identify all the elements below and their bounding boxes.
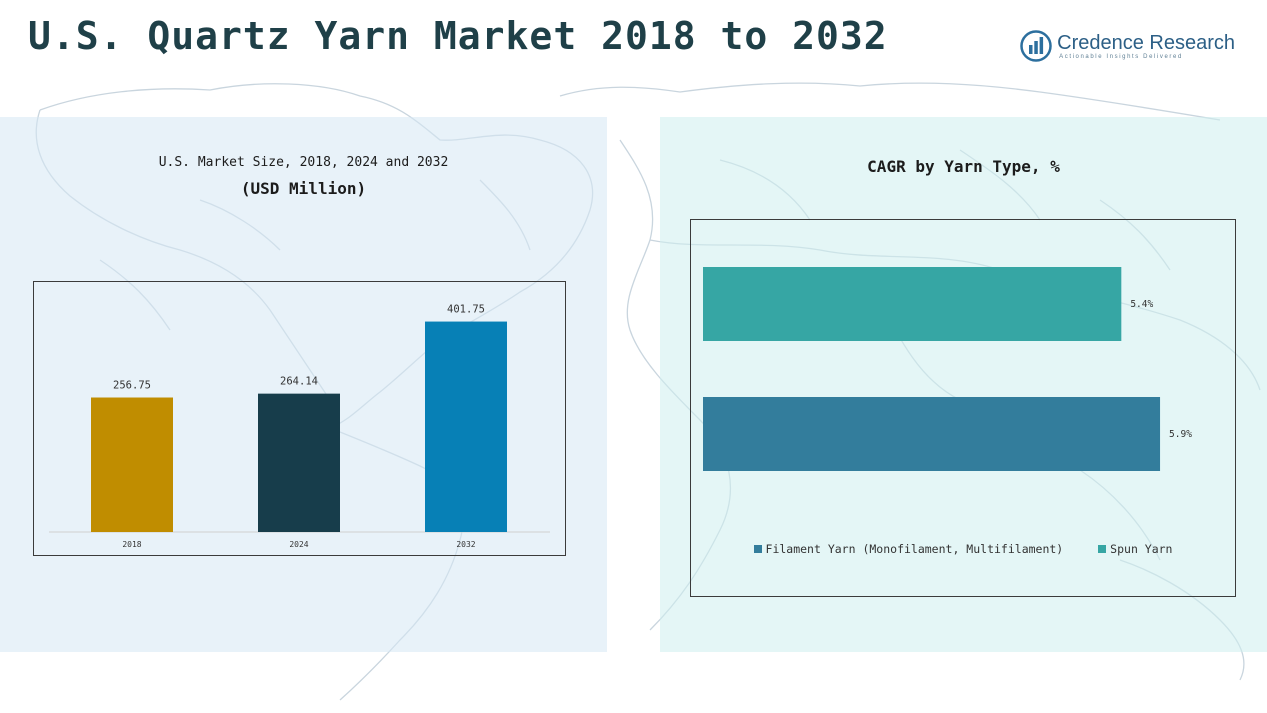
market-size-bar-chart: 256.75 2018 264.14 2024 401.75 2032 bbox=[49, 304, 550, 549]
x-tick-label-2032: 2032 bbox=[456, 540, 475, 549]
logo-tagline: Actionable Insights Delivered bbox=[1059, 54, 1183, 60]
data-label-2024: 264.14 bbox=[280, 376, 318, 388]
legend-swatch-filament-yarn bbox=[753, 545, 762, 553]
bar-2032 bbox=[425, 321, 507, 532]
legend-item-spun-yarn: Spun Yarn bbox=[1098, 542, 1172, 556]
data-label-spun-yarn: 5.4% bbox=[1130, 299, 1153, 310]
data-label-filament-yarn: 5.9% bbox=[1169, 429, 1192, 440]
bar-spun-yarn bbox=[703, 267, 1122, 341]
market-size-chart-title: U.S. Market Size, 2018, 2024 and 2032 bbox=[158, 155, 449, 170]
legend-item-filament-yarn: Filament Yarn (Monofilament, Multifilame… bbox=[753, 542, 1064, 556]
data-label-2018: 256.75 bbox=[113, 380, 151, 392]
bar-2024 bbox=[258, 393, 340, 532]
cagr-chart-title: CAGR by Yarn Type, % bbox=[867, 157, 1060, 176]
cagr-horizontal-bar-chart: 5.4% 5.9% bbox=[703, 267, 1192, 471]
credence-research-logo: Credence Research Actionable Insights De… bbox=[1020, 30, 1235, 62]
logo-brand-name: Credence Research bbox=[1057, 32, 1235, 54]
market-size-chart-unit: (USD Million) bbox=[240, 179, 367, 198]
cagr-panel: CAGR by Yarn Type, % 5.4% 5.9% Filament Y… bbox=[660, 117, 1267, 652]
x-tick-label-2018: 2018 bbox=[122, 540, 141, 549]
page-title: U.S. Quartz Yarn Market 2018 to 2032 bbox=[28, 14, 888, 58]
bar-chart-circle-icon bbox=[1020, 30, 1052, 62]
legend-label-spun-yarn: Spun Yarn bbox=[1110, 542, 1173, 556]
market-size-chart-frame: 256.75 2018 264.14 2024 401.75 2032 bbox=[33, 281, 566, 556]
legend-swatch-spun-yarn bbox=[1098, 545, 1107, 553]
cagr-legend: Filament Yarn (Monofilament, Multifilame… bbox=[691, 542, 1235, 556]
bar-filament-yarn bbox=[703, 397, 1161, 471]
bar-2018 bbox=[91, 397, 173, 532]
market-size-panel: U.S. Market Size, 2018, 2024 and 2032 (U… bbox=[0, 117, 607, 652]
x-tick-label-2024: 2024 bbox=[289, 540, 308, 549]
data-label-2032: 401.75 bbox=[447, 304, 485, 316]
cagr-chart-frame: 5.4% 5.9% Filament Yarn (Monofilament, Mu… bbox=[690, 219, 1236, 597]
legend-label-filament-yarn: Filament Yarn (Monofilament, Multifilame… bbox=[765, 542, 1064, 556]
